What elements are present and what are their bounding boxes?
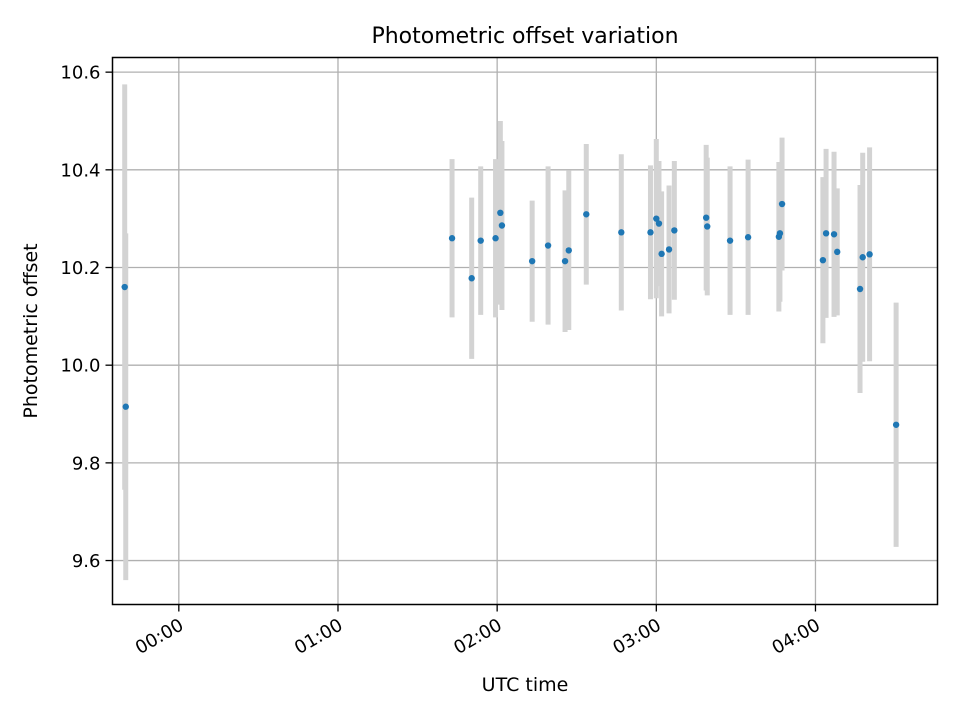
y-tick-label: 9.8 (72, 453, 101, 474)
data-point (822, 230, 830, 237)
y-tick-label: 10.4 (60, 160, 100, 181)
grid-lines (112, 57, 938, 605)
y-tick-label: 10.6 (60, 63, 100, 84)
data-point (122, 403, 129, 410)
data-point (544, 242, 552, 249)
data-point (528, 257, 536, 265)
data-point (492, 235, 499, 242)
data-point (726, 237, 734, 244)
data-point (704, 223, 711, 230)
data-point (665, 246, 673, 253)
data-point (856, 285, 864, 293)
data-point (778, 200, 786, 208)
y-tick-label: 10.0 (60, 356, 100, 377)
data-point (565, 247, 572, 254)
data-point (658, 250, 665, 258)
data-point (744, 234, 752, 241)
data-point (819, 256, 827, 264)
data-point (448, 235, 456, 242)
y-tick-label: 10.2 (60, 258, 100, 279)
y-tick-label: 9.6 (72, 551, 101, 572)
data-point (121, 283, 128, 291)
data-point (468, 275, 475, 282)
chart-title: Photometric offset variation (371, 24, 678, 49)
data-point (655, 220, 663, 227)
data-point (830, 231, 838, 238)
data-point (583, 211, 590, 218)
data-point (866, 251, 873, 258)
y-axis-ticks: 9.6 9.8 10.0 10.2 10.4 10.6 (60, 63, 113, 572)
data-point (776, 230, 784, 237)
data-point (653, 215, 660, 222)
data-point (477, 237, 484, 244)
data-point (702, 214, 710, 221)
data-points (121, 200, 900, 428)
data-point (834, 248, 841, 256)
data-point (859, 254, 866, 261)
data-point (671, 227, 678, 234)
plot-area-frame (111, 56, 939, 606)
data-point (892, 421, 900, 428)
data-point (497, 209, 504, 217)
data-point (618, 229, 625, 236)
data-point (498, 222, 506, 229)
x-axis-label: UTC time (482, 674, 569, 696)
data-point (647, 229, 654, 236)
data-point (561, 257, 569, 265)
y-axis-label: Photometric offset (20, 243, 42, 418)
